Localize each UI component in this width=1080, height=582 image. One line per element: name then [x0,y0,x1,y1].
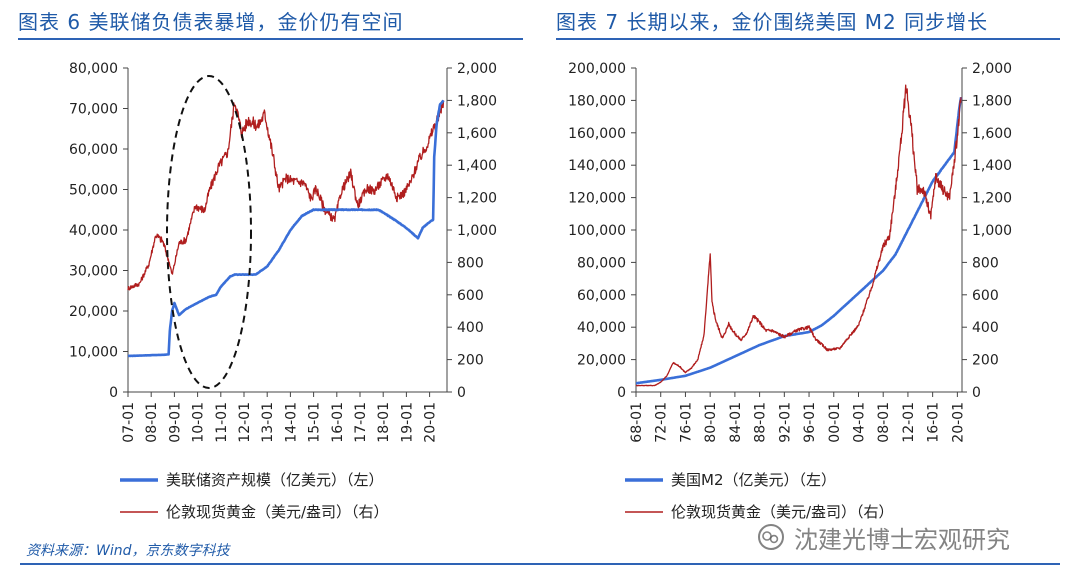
footer-rule [20,563,1060,565]
right-tick-label: 1,000 [972,223,1012,239]
x-tick-label: 09-01 [167,402,183,443]
x-tick-label: 10-01 [191,402,207,443]
left-tick-label: 60,000 [577,288,626,304]
x-tick-label: 12-01 [901,402,917,443]
x-tick-label: 20-01 [950,402,966,443]
x-tick-label: 16-01 [330,402,346,443]
x-tick-label: 00-01 [827,402,843,443]
x-tick-label: 18-01 [376,402,392,443]
x-tick-label: 88-01 [753,402,769,443]
wechat-icon [758,524,784,550]
x-tick-label: 17-01 [353,402,369,443]
x-tick-label: 04-01 [851,402,867,443]
series-line-left-axis [127,99,445,358]
x-tick-label: 92-01 [777,402,793,443]
highlight-ellipse [166,75,252,389]
legend-label: 美联储资产规模（亿美元）（左） [166,471,384,489]
series-line-right-axis [127,100,445,291]
left-tick-label: 70,000 [69,102,118,118]
right-tick-label: 800 [972,255,999,271]
left-tick-label: 160,000 [568,126,626,142]
left-tick-label: 0 [109,385,118,401]
left-tick-label: 30,000 [69,264,118,280]
right-tick-label: 1,800 [457,93,497,109]
x-tick-label: 08-01 [144,402,160,443]
left-chart: 0 10,000 20,000 30,000 40,000 50,000 60,000 70,… [69,61,497,521]
left-tick-label: 40,000 [69,223,118,239]
x-tick-label: 76-01 [678,402,694,443]
right-tick-label: 1,600 [972,126,1012,142]
left-tick-label: 80,000 [577,255,626,271]
left-tick-label: 20,000 [577,353,626,369]
x-tick-label: 07-01 [121,402,137,443]
x-tick-label: 19-01 [399,402,415,443]
watermark: 沈建光博士宏观研究 [758,520,1010,554]
right-tick-label: 1,800 [972,93,1012,109]
left-tick-label: 60,000 [69,142,118,158]
right-tick-label: 400 [972,320,999,336]
right-tick-label: 1,600 [457,126,497,142]
left-chart-title: 图表 6 美联储负债表暴增，金价仍有空间 [18,10,404,34]
series-line-right-axis [635,84,962,387]
legend-label: 伦敦现货黄金（美元/盎司）（右） [166,503,389,521]
left-tick-label: 200,000 [568,61,626,77]
legend-label: 伦敦现货黄金（美元/盎司）（右） [671,503,894,521]
left-tick-label: 0 [617,385,626,401]
right-title-rule [556,38,1060,40]
right-tick-label: 2,000 [972,61,1012,77]
x-tick-label: 15-01 [307,402,323,443]
x-tick-label: 12-01 [237,402,253,443]
right-tick-label: 1,200 [972,191,1012,207]
source-note: 资料来源：Wind，京东数字科技 [26,543,230,559]
left-tick-label: 80,000 [69,61,118,77]
x-tick-label: 84-01 [728,402,744,443]
right-tick-label: 600 [457,288,484,304]
left-tick-label: 20,000 [69,304,118,320]
right-chart-title: 图表 7 长期以来，金价围绕美国 M2 同步增长 [556,10,989,34]
left-tick-label: 10,000 [69,345,118,361]
right-tick-label: 0 [457,385,466,401]
right-tick-label: 1,400 [457,158,497,174]
left-tick-label: 120,000 [568,191,626,207]
right-tick-label: 600 [972,288,999,304]
left-tick-label: 40,000 [577,320,626,336]
x-tick-label: 20-01 [423,402,439,443]
legend-label: 美国M2（亿美元）（左） [671,471,836,489]
right-tick-label: 200 [457,353,484,369]
x-tick-label: 80-01 [703,402,719,443]
x-tick-label: 13-01 [260,402,276,443]
x-tick-label: 68-01 [629,402,645,443]
x-tick-label: 11-01 [214,402,230,443]
x-tick-label: 96-01 [802,402,818,443]
right-tick-label: 200 [972,353,999,369]
x-tick-label: 16-01 [926,402,942,443]
left-tick-label: 100,000 [568,223,626,239]
x-tick-label: 14-01 [283,402,299,443]
left-tick-label: 50,000 [69,183,118,199]
watermark-text: 沈建光博士宏观研究 [794,525,1010,554]
x-tick-label: 08-01 [876,402,892,443]
left-title-rule [18,38,523,40]
right-tick-label: 2,000 [457,61,497,77]
right-chart: 0 20,000 40,000 60,000 80,000 100,000 120,000 1… [568,61,1012,521]
left-tick-label: 180,000 [568,93,626,109]
series-line-left-axis [635,96,963,385]
right-tick-label: 1,200 [457,191,497,207]
right-tick-label: 400 [457,320,484,336]
right-tick-label: 1,000 [457,223,497,239]
right-tick-label: 800 [457,255,484,271]
left-tick-label: 140,000 [568,158,626,174]
x-tick-label: 72-01 [654,402,670,443]
right-tick-label: 0 [972,385,981,401]
right-tick-label: 1,400 [972,158,1012,174]
